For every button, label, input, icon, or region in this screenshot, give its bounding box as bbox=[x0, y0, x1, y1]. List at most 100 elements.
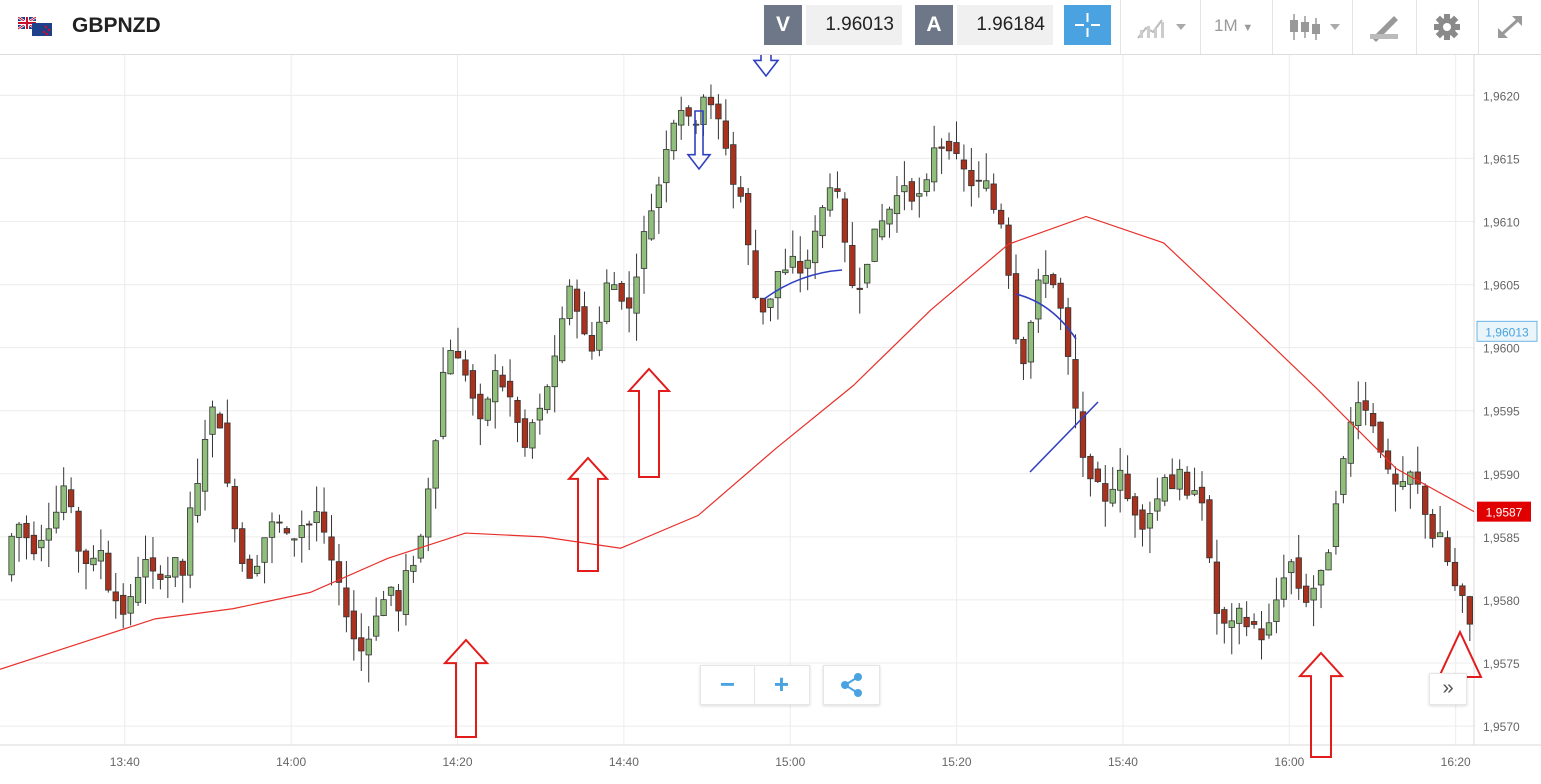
candle-body bbox=[834, 188, 841, 192]
candle-body bbox=[1012, 273, 1020, 340]
zoom-in-button[interactable]: + bbox=[773, 669, 790, 699]
candle-body bbox=[194, 483, 201, 516]
chart-type-icon[interactable] bbox=[1136, 12, 1190, 42]
candle-body bbox=[514, 399, 521, 423]
x-tick-label: 14:40 bbox=[609, 755, 639, 769]
candle-body bbox=[447, 350, 454, 375]
candle-body bbox=[871, 228, 878, 262]
candle-body bbox=[945, 140, 953, 152]
candle-body bbox=[1027, 321, 1035, 363]
candle-body bbox=[1206, 499, 1213, 559]
candle-body bbox=[469, 370, 477, 399]
y-tick-label: 1,9590 bbox=[1483, 468, 1520, 482]
sell-label[interactable]: V bbox=[764, 5, 802, 45]
candle-body bbox=[1079, 411, 1087, 458]
candle-body bbox=[692, 123, 700, 126]
candle-body bbox=[1422, 485, 1429, 515]
candle-body bbox=[1347, 421, 1354, 464]
timeframe-selector[interactable]: 1M ▼ bbox=[1214, 16, 1253, 36]
candle-body bbox=[1154, 498, 1161, 512]
candle-body bbox=[67, 489, 75, 508]
blue-line-stroke bbox=[1029, 401, 1099, 473]
zoom-out-button[interactable]: − bbox=[701, 666, 755, 704]
candle-body bbox=[492, 370, 499, 403]
candle-body bbox=[1035, 279, 1042, 320]
candle-body bbox=[1436, 532, 1444, 538]
y-tick-label: 1,9585 bbox=[1483, 531, 1520, 545]
gear-icon[interactable] bbox=[1432, 12, 1462, 42]
current-price-tag bbox=[1476, 320, 1538, 342]
candle-body bbox=[633, 276, 640, 314]
candle-body bbox=[685, 107, 692, 117]
y-tick-label: 1,9605 bbox=[1483, 279, 1520, 293]
chevron-down-icon: ▼ bbox=[1242, 22, 1254, 34]
ma-price-tag bbox=[1477, 501, 1531, 522]
candle-body bbox=[23, 522, 30, 539]
candle-body bbox=[224, 422, 231, 484]
candlestick-icon[interactable] bbox=[1288, 12, 1344, 42]
candle-body bbox=[484, 398, 491, 421]
candle-body bbox=[179, 560, 186, 576]
scroll-right-button[interactable]: » bbox=[1429, 673, 1467, 705]
blue-curve-stroke bbox=[1015, 293, 1077, 340]
candle-body bbox=[707, 96, 715, 106]
blue-curve-stroke bbox=[763, 269, 843, 300]
candle-body bbox=[1258, 628, 1265, 641]
candle-body bbox=[1005, 224, 1012, 276]
y-tick-label: 1,9610 bbox=[1483, 216, 1520, 230]
candle-body bbox=[1050, 274, 1057, 286]
y-tick-label: 1,9620 bbox=[1483, 89, 1520, 103]
candle-body bbox=[1273, 599, 1280, 622]
candle-body bbox=[454, 351, 462, 359]
y-tick-label: 1,9575 bbox=[1483, 657, 1520, 671]
buy-label[interactable]: A bbox=[915, 5, 953, 45]
candle-body bbox=[1362, 400, 1369, 411]
candle-body bbox=[425, 488, 432, 538]
sell-price[interactable]: 1.96013 bbox=[806, 5, 902, 45]
candle-body bbox=[1228, 620, 1235, 628]
candle-body bbox=[387, 586, 395, 596]
drawing-tools-icon[interactable] bbox=[1368, 12, 1402, 42]
candle-body bbox=[544, 386, 551, 411]
red-up-arrow bbox=[442, 638, 490, 738]
candle-body bbox=[90, 557, 97, 566]
candle-body bbox=[291, 538, 298, 541]
blue-down-arrow bbox=[752, 0, 780, 78]
candle-body bbox=[774, 271, 782, 299]
candle-body bbox=[737, 187, 744, 197]
candle-body bbox=[811, 230, 819, 264]
buy-price[interactable]: 1.96184 bbox=[957, 5, 1053, 45]
fullscreen-icon[interactable] bbox=[1494, 12, 1526, 42]
candle-body bbox=[573, 288, 581, 312]
y-tick-label: 1,9595 bbox=[1483, 405, 1520, 419]
candle-body bbox=[819, 207, 826, 237]
red-up-arrow bbox=[566, 456, 610, 572]
y-tick-label: 1,9600 bbox=[1483, 342, 1520, 356]
x-tick-label: 15:00 bbox=[775, 755, 805, 769]
candle-body bbox=[767, 298, 774, 308]
share-button[interactable] bbox=[823, 665, 880, 705]
candle-body bbox=[797, 260, 804, 274]
candle-body bbox=[499, 374, 506, 388]
y-tick-label: 1,9615 bbox=[1483, 152, 1520, 166]
candle-body bbox=[1466, 596, 1473, 625]
candle-body bbox=[1109, 488, 1116, 504]
candle-body bbox=[82, 550, 90, 565]
candle-body bbox=[112, 591, 119, 602]
candle-body bbox=[1124, 473, 1131, 500]
y-tick-label: 1,9580 bbox=[1483, 594, 1520, 608]
candle-body bbox=[313, 511, 320, 524]
candle-body bbox=[566, 285, 573, 319]
candle-body bbox=[603, 282, 610, 322]
candle-body bbox=[804, 259, 811, 269]
instrument-symbol: GBPNZD bbox=[72, 14, 161, 37]
candle-body bbox=[1176, 468, 1183, 490]
candle-body bbox=[1169, 474, 1176, 490]
x-tick-label: 16:00 bbox=[1274, 755, 1304, 769]
candle-body bbox=[1094, 468, 1101, 482]
crosshair-button[interactable] bbox=[1064, 5, 1111, 45]
candle-body bbox=[1250, 621, 1258, 625]
candle-body bbox=[45, 528, 52, 541]
